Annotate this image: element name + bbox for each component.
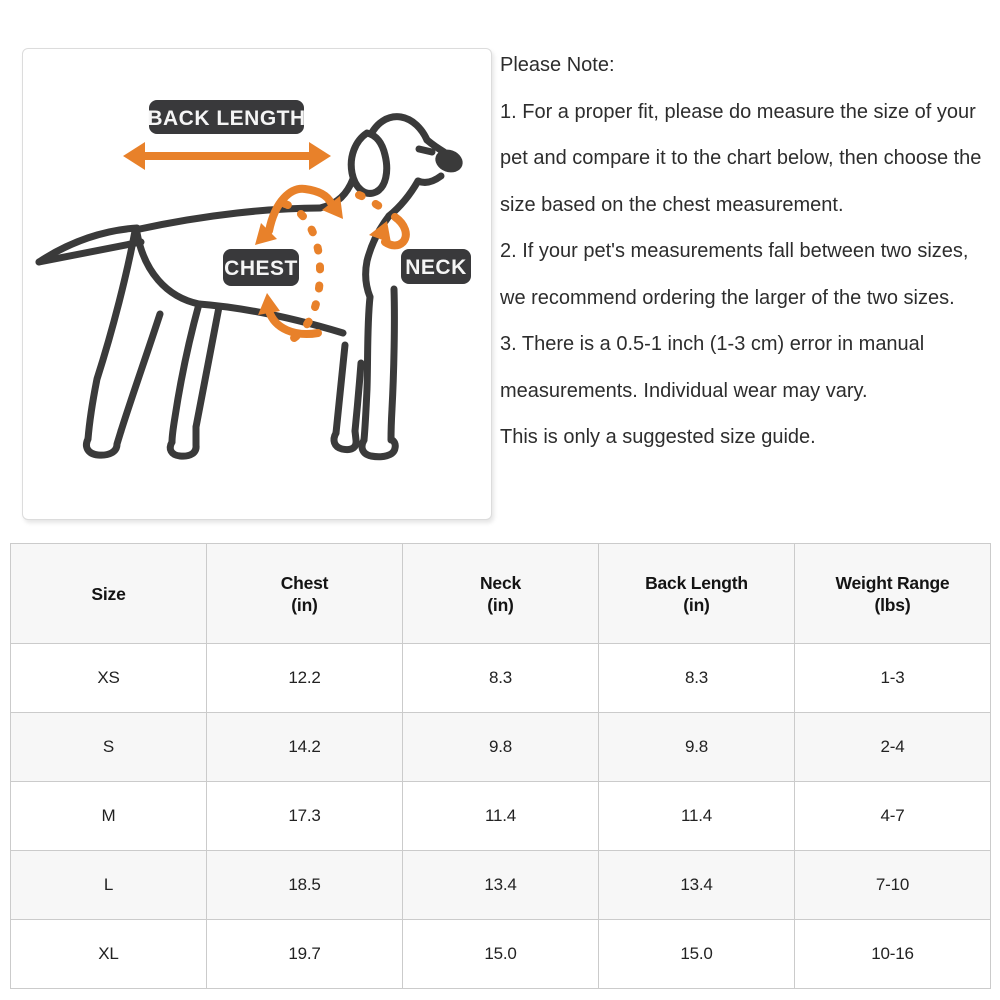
cell-back-length: 13.4 xyxy=(598,850,795,920)
chest-label: CHEST xyxy=(223,249,299,286)
cell-weight: 4-7 xyxy=(794,781,991,851)
cell-weight: 10-16 xyxy=(794,919,991,989)
column-header-weight-range: Weight Range (lbs) xyxy=(794,543,991,644)
cell-chest: 19.7 xyxy=(206,919,403,989)
cell-neck: 8.3 xyxy=(402,643,599,713)
chest-measure-arrows-icon xyxy=(255,184,343,344)
note-line: 1. For a proper fit, please do measure t… xyxy=(500,100,976,123)
column-header-size: Size xyxy=(10,543,207,644)
column-header-back-length: Back Length (in) xyxy=(598,543,795,644)
notes-title: Please Note: xyxy=(500,54,615,76)
chest-label-text: CHEST xyxy=(224,257,298,280)
dog-outline-icon xyxy=(35,113,463,461)
cell-back-length: 8.3 xyxy=(598,643,795,713)
table-row-l: L 18.5 13.4 13.4 7-10 xyxy=(10,850,991,920)
cell-chest: 12.2 xyxy=(206,643,403,713)
back-length-arrow-icon xyxy=(123,142,331,170)
table-row-m: M 17.3 11.4 11.4 4-7 xyxy=(10,781,991,851)
table-header-row: Size Chest (in) Neck (in) Back Length (i… xyxy=(10,543,991,644)
back-length-label-text: BACK LENGTH xyxy=(147,107,305,130)
table-row-s: S 14.2 9.8 9.8 2-4 xyxy=(10,712,991,782)
note-line: size based on the chest measurement. xyxy=(500,193,844,216)
measurement-diagram-panel: BACK LENGTH CHEST NECK xyxy=(22,48,492,520)
cell-size: M xyxy=(10,781,207,851)
note-line: 2. If your pet's measurements fall betwe… xyxy=(500,240,969,262)
neck-label: NECK xyxy=(401,249,471,284)
cell-chest: 14.2 xyxy=(206,712,403,782)
note-line: 3. There is a 0.5-1 inch (1-3 cm) error … xyxy=(500,333,925,355)
neck-measure-arrow-icon xyxy=(355,191,410,250)
cell-weight: 1-3 xyxy=(794,643,991,713)
neck-label-text: NECK xyxy=(405,256,467,279)
cell-neck: 11.4 xyxy=(402,781,599,851)
size-chart-table: Size Chest (in) Neck (in) Back Length (i… xyxy=(10,543,991,989)
cell-back-length: 9.8 xyxy=(598,712,795,782)
note-line: This is only a suggested size guide. xyxy=(500,426,816,448)
cell-weight: 2-4 xyxy=(794,712,991,782)
cell-chest: 18.5 xyxy=(206,850,403,920)
cell-neck: 9.8 xyxy=(402,712,599,782)
cell-neck: 15.0 xyxy=(402,919,599,989)
back-length-label: BACK LENGTH xyxy=(147,100,305,134)
table-row-xl: XL 19.7 15.0 15.0 10-16 xyxy=(10,919,991,989)
note-line: measurements. Individual wear may vary. xyxy=(500,379,868,402)
size-chart-section: Size Chest (in) Neck (in) Back Length (i… xyxy=(10,543,991,989)
notes-section: Please Note: 1. For a proper fit, please… xyxy=(500,42,998,461)
cell-neck: 13.4 xyxy=(402,850,599,920)
cell-weight: 7-10 xyxy=(794,850,991,920)
cell-size: L xyxy=(10,850,207,920)
cell-back-length: 15.0 xyxy=(598,919,795,989)
cell-back-length: 11.4 xyxy=(598,781,795,851)
column-header-neck: Neck (in) xyxy=(402,543,599,644)
cell-size: XS xyxy=(10,643,207,713)
table-row-xs: XS 12.2 8.3 8.3 1-3 xyxy=(10,643,991,713)
column-header-chest: Chest (in) xyxy=(206,543,403,644)
note-line: pet and compare it to the chart below, t… xyxy=(500,147,982,169)
dog-nose xyxy=(435,149,463,173)
note-line: we recommend ordering the larger of the … xyxy=(500,286,955,309)
cell-size: S xyxy=(10,712,207,782)
cell-chest: 17.3 xyxy=(206,781,403,851)
dog-illustration: BACK LENGTH CHEST NECK xyxy=(35,100,471,461)
cell-size: XL xyxy=(10,919,207,989)
